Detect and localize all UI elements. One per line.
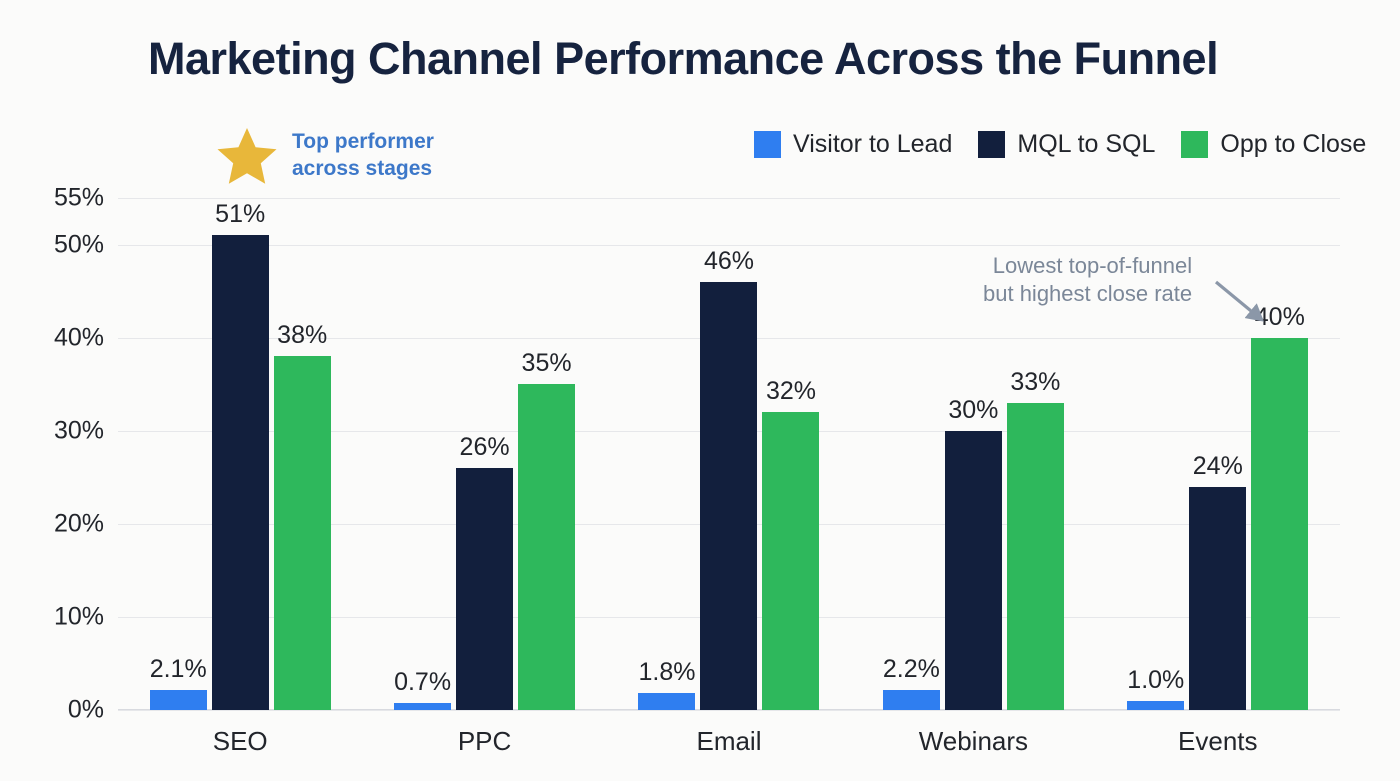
bar-value-label: 51%: [215, 200, 266, 229]
bar-value-label: 33%: [1010, 367, 1061, 396]
bar-value-label: 2.2%: [882, 654, 940, 683]
bar[interactable]: 2.1%: [149, 655, 207, 710]
bar-group: 2.2% 30% 33% Webinars: [851, 198, 1095, 756]
star-icon: [216, 126, 278, 186]
bar[interactable]: 1.0%: [1127, 666, 1185, 710]
y-axis-tick-label: 50%: [53, 230, 104, 259]
bar[interactable]: 40%: [1251, 303, 1309, 710]
page-title: Marketing Channel Performance Across the…: [148, 33, 1219, 84]
legend-item-mql-to-sql[interactable]: MQL to SQL: [978, 130, 1155, 159]
top-performer-annotation: Top performer across stages: [216, 126, 434, 186]
gridline: [118, 244, 1340, 246]
x-axis-category-label: PPC: [457, 726, 512, 756]
legend-item-opp-to-close[interactable]: Opp to Close: [1181, 130, 1366, 159]
bar-group: 1.8% 46% 32% Email: [607, 198, 851, 756]
bar[interactable]: 35%: [518, 349, 576, 710]
bar-value-label: 46%: [703, 246, 755, 275]
bar[interactable]: 32%: [762, 377, 820, 710]
legend-label: Visitor to Lead: [793, 130, 953, 158]
y-axis-tick-label: 55%: [53, 183, 104, 212]
legend-label: Opp to Close: [1220, 130, 1367, 158]
bar[interactable]: 1.8%: [638, 658, 696, 710]
bar-value-label: 1.8%: [638, 658, 696, 687]
bar-value-label: 35%: [521, 349, 572, 378]
legend: Visitor to Lead MQL to SQL Opp to Close: [754, 130, 1366, 159]
bar-value-label: 24%: [1192, 451, 1243, 480]
bar[interactable]: 46%: [700, 247, 758, 710]
bar[interactable]: 30%: [944, 396, 1002, 710]
bar[interactable]: 0.7%: [394, 668, 452, 710]
bar-group: 1.0% 24% 40% Events: [1096, 198, 1340, 756]
bar-value-label: 32%: [765, 377, 817, 406]
top-performer-annotation-label: Top performer across stages: [292, 130, 434, 180]
y-axis-tick-label: 30%: [53, 416, 104, 445]
y-axis-tick-label: 10%: [53, 602, 104, 631]
y-axis-tick-label: 0%: [67, 695, 104, 724]
x-axis-category-label: Email: [696, 726, 762, 756]
bar[interactable]: 51%: [211, 200, 269, 710]
bar[interactable]: 38%: [273, 321, 331, 710]
bar[interactable]: 2.2%: [882, 655, 940, 710]
bar[interactable]: 26%: [456, 433, 514, 710]
bar-value-label: 26%: [459, 432, 510, 461]
gridline: [118, 710, 1340, 711]
y-axis-tick-label: 40%: [53, 323, 104, 352]
legend-swatch-icon: [978, 131, 1006, 158]
bar-value-label: 38%: [277, 321, 328, 350]
events-callout-annotation: Lowest top-of-funnel but highest close r…: [983, 253, 1193, 307]
bar-value-label: 0.7%: [394, 668, 452, 697]
bar[interactable]: 33%: [1006, 368, 1064, 710]
x-axis-category-label: SEO: [212, 726, 268, 756]
x-axis-category-label: Events: [1178, 726, 1258, 756]
bar-value-label: 2.1%: [149, 655, 207, 684]
gridline: [118, 198, 1340, 199]
y-axis-tick-label: 20%: [53, 509, 104, 538]
bar-value-label: 1.0%: [1127, 665, 1185, 694]
legend-item-visitor-to-lead[interactable]: Visitor to Lead: [754, 130, 952, 159]
legend-label: MQL to SQL: [1017, 130, 1156, 158]
plot-area: 0% 10% 20% 30% 40% 50% 55% 2.1% 51% 38% SEO 0.7% 26…: [54, 184, 1340, 756]
bar[interactable]: 24%: [1189, 452, 1247, 710]
legend-swatch-icon: [754, 131, 781, 158]
bar-group: 0.7% 26% 35% PPC: [362, 198, 606, 756]
x-axis-category-label: Webinars: [918, 726, 1029, 756]
legend-swatch-icon: [1181, 131, 1209, 158]
bar-group: 2.1% 51% 38% SEO: [118, 198, 362, 756]
bar-value-label: 30%: [948, 395, 999, 424]
